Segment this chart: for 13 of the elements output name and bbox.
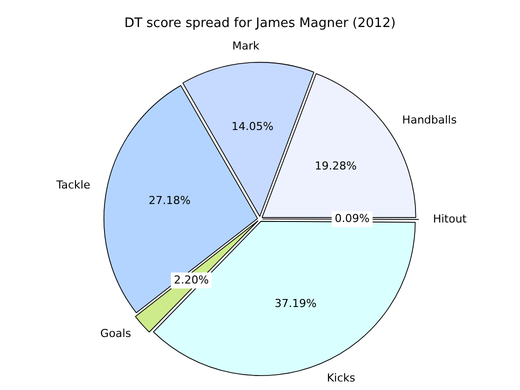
data-label: 14.05% xyxy=(231,120,274,134)
slice-label: Handballs xyxy=(402,113,457,126)
data-label: 0.09% xyxy=(334,212,370,226)
data-label: 37.19% xyxy=(274,296,317,310)
data-label: 2.20% xyxy=(174,273,209,286)
slice-label: Kicks xyxy=(326,371,356,384)
slice-label: Tackle xyxy=(55,178,90,192)
data-label: 27.18% xyxy=(148,194,191,208)
data-label: 19.28% xyxy=(314,159,357,172)
chart-title: DT score spread for James Magner (2012) xyxy=(123,16,397,31)
slice-label: Goals xyxy=(100,327,132,340)
slice-label: Mark xyxy=(232,39,260,52)
slice-label: Hitout xyxy=(432,212,468,226)
